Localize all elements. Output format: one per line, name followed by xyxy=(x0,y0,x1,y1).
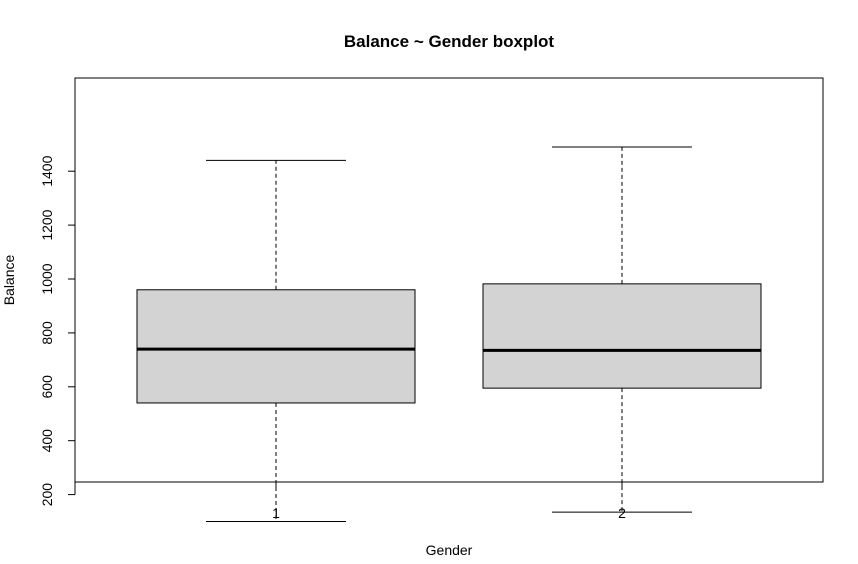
chart-title: Balance ~ Gender boxplot xyxy=(344,32,555,51)
box-group-2 xyxy=(482,146,762,513)
y-tick-label: 200 xyxy=(39,483,55,507)
plot-frame xyxy=(74,77,824,483)
y-tick-label: 600 xyxy=(39,375,55,399)
x-tick-label: 1 xyxy=(272,505,280,521)
y-tick-label: 1200 xyxy=(39,209,55,240)
box-group-1 xyxy=(136,159,416,523)
x-tick-label: 2 xyxy=(618,505,626,521)
y-tick-label: 1000 xyxy=(39,263,55,294)
y-tick-label: 800 xyxy=(39,321,55,345)
boxes xyxy=(136,146,762,523)
y-axis: 200 400 600 800 1000 1200 1400 xyxy=(39,155,76,507)
x-axis-label: Gender xyxy=(426,542,473,558)
y-axis-label: Balance xyxy=(1,254,17,305)
y-tick-label: 400 xyxy=(39,429,55,453)
iqr-box xyxy=(136,289,416,404)
y-tick-label: 1400 xyxy=(39,155,55,186)
iqr-box xyxy=(482,283,762,389)
